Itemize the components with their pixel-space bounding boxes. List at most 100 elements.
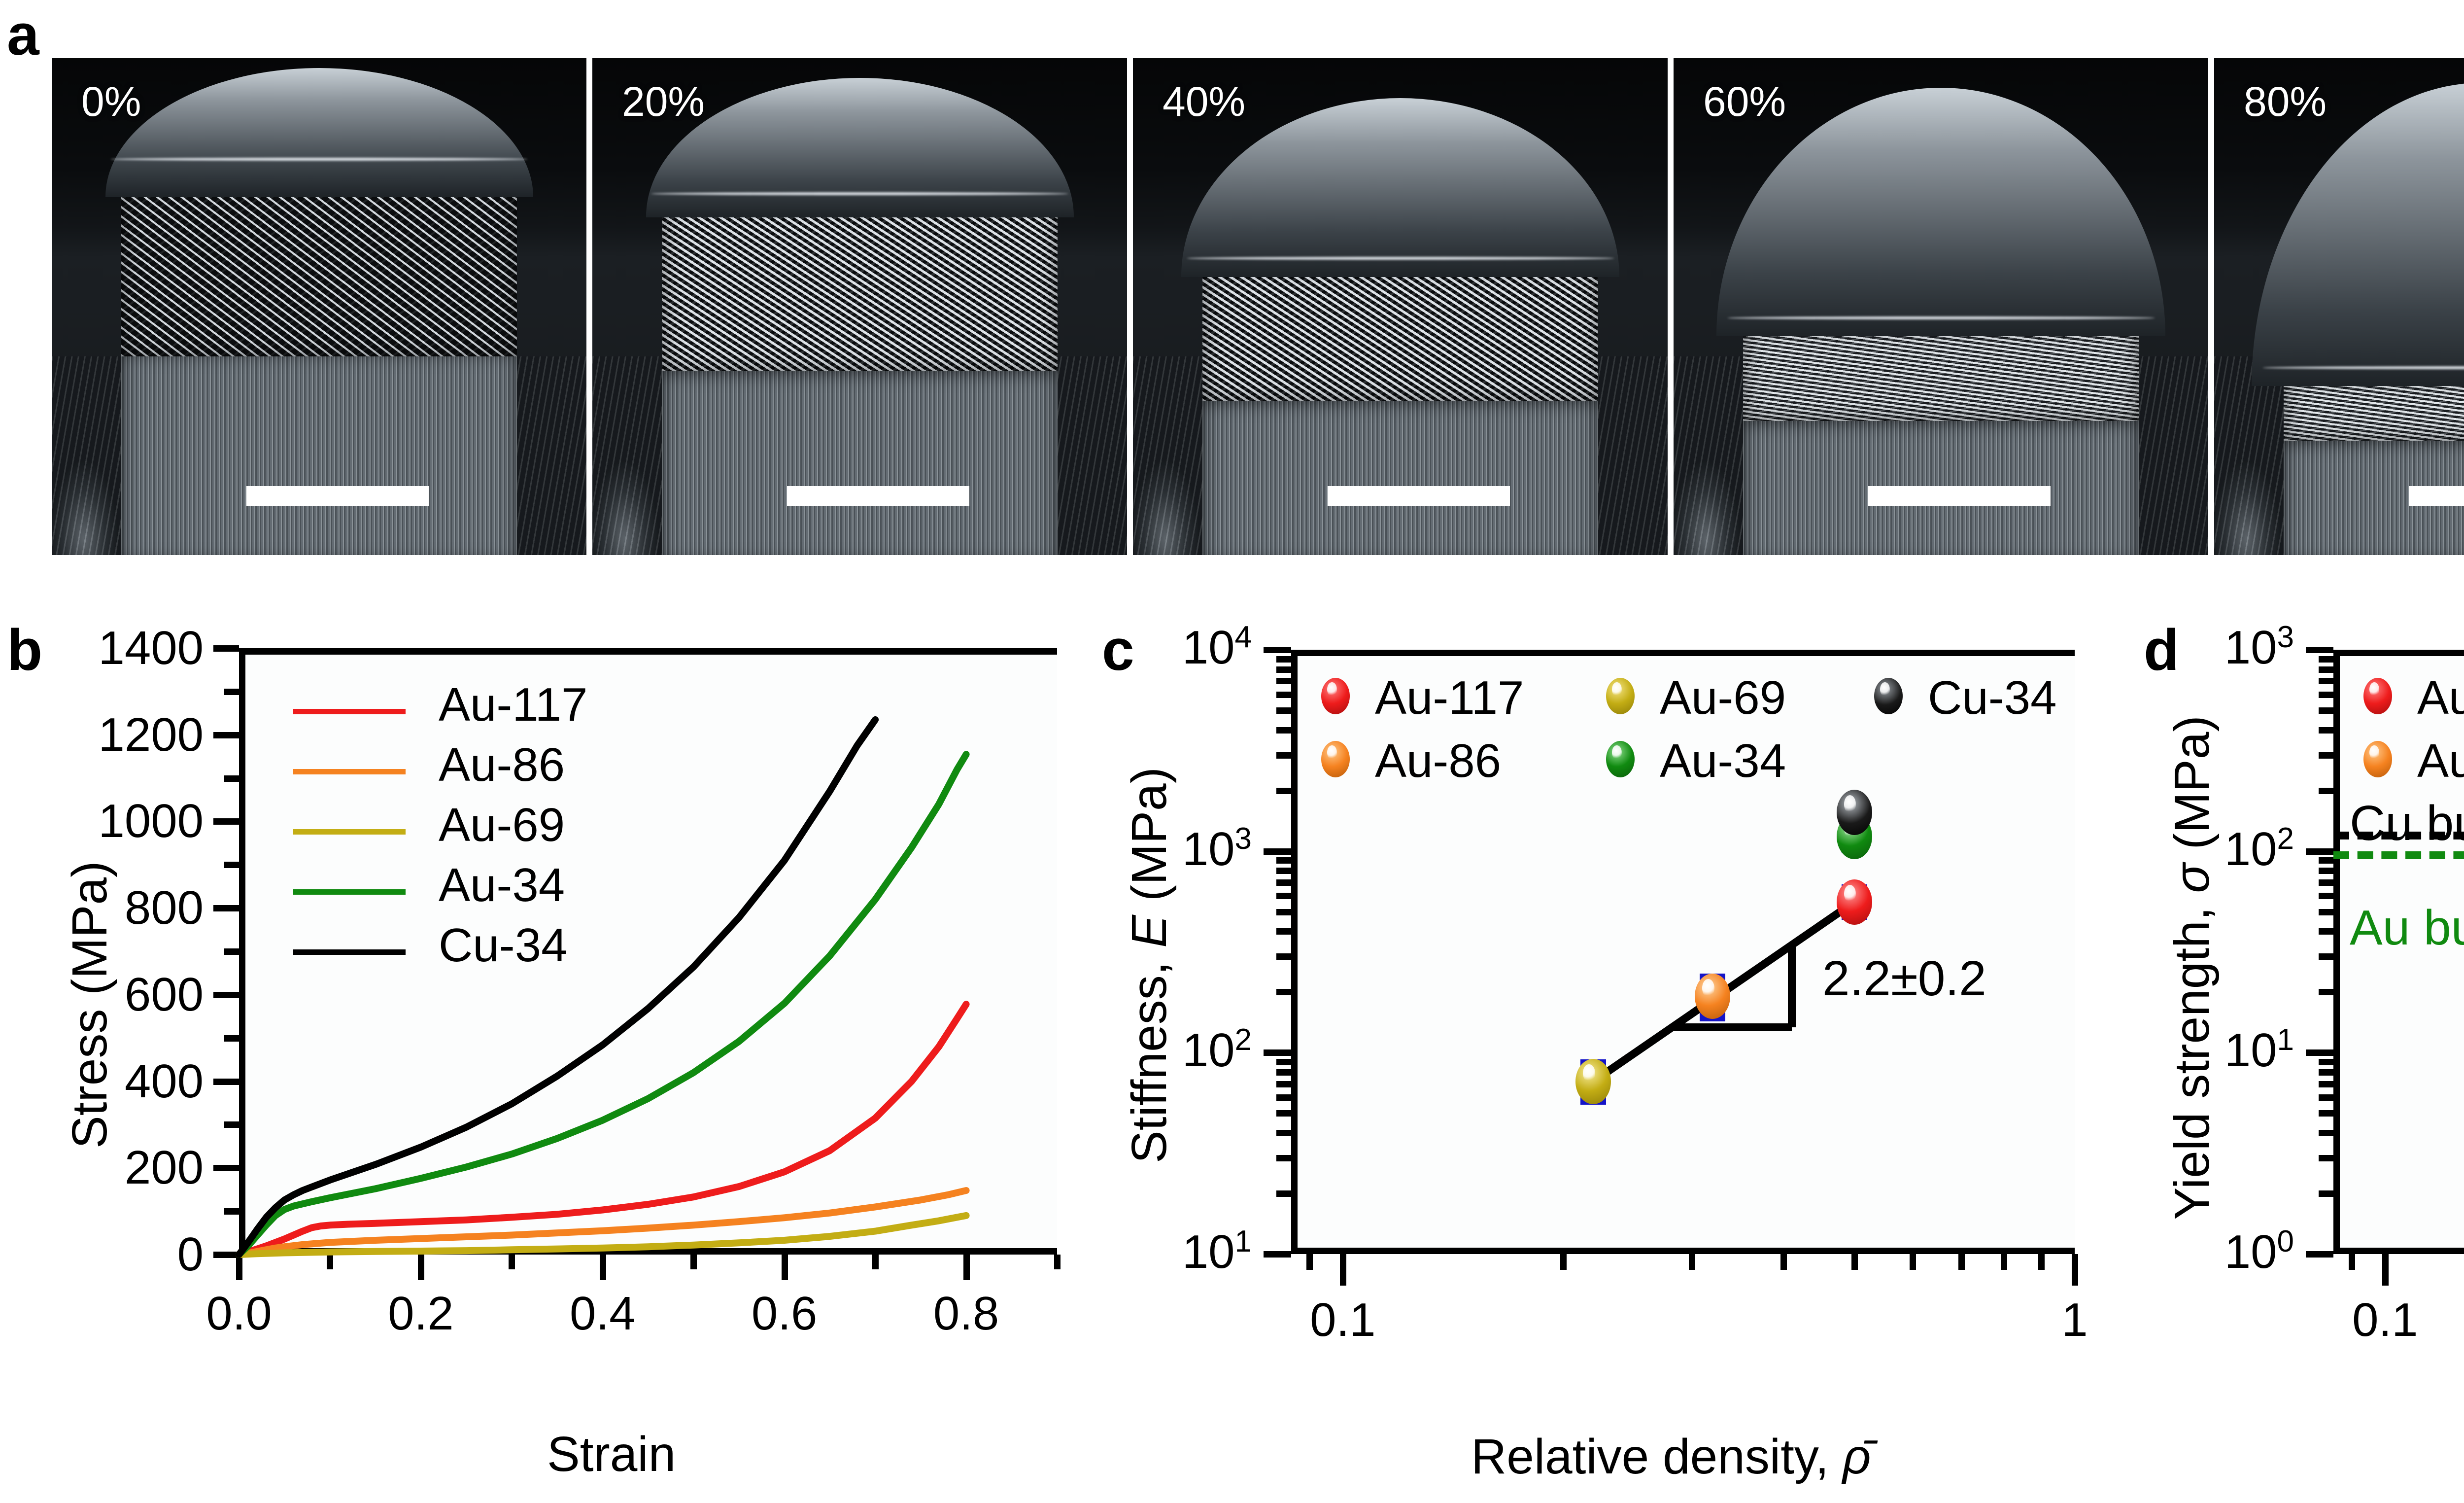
panel-c-y-minor-tick (1276, 868, 1291, 874)
panel-c-y-tick-label: 101 (1182, 1224, 1252, 1278)
panel-d-y-major-tick (2306, 848, 2333, 855)
marker-highlight (1844, 795, 1856, 813)
panel-d-top-axis (2333, 650, 2464, 656)
panel-letter-a: a (7, 2, 39, 68)
panel-c-x-tick-label: 0.1 (1310, 1293, 1376, 1346)
panel-d-y-minor-tick (2319, 857, 2333, 864)
panel-b-y-major-tick (213, 1078, 239, 1085)
panel-b-top-axis (239, 648, 1057, 655)
curve-au-117 (236, 1001, 970, 1258)
panel-c-x-minor-tick (2038, 1254, 2045, 1270)
panel-d-y-axis-title: Yield strength, σ (MPa) (2164, 715, 2220, 1220)
legend-marker-cu34 (1874, 678, 1903, 714)
panel-b-y-tick-label: 600 (124, 968, 204, 1021)
panel-c-y-minor-tick (1276, 678, 1291, 685)
sem-pillar-base (1743, 416, 2139, 555)
data-point-au-117 (1836, 879, 1872, 925)
panel-b-y-major-tick (213, 991, 239, 998)
panel-c-y-minor-tick (1276, 893, 1291, 900)
panel-c-y-minor-tick (1276, 989, 1291, 996)
panel-b-y-tick-label: 200 (124, 1141, 204, 1194)
sem-cap-highlight (110, 157, 528, 161)
scale-bar (787, 486, 969, 506)
panel-b-x-axis-title: Strain (547, 1427, 676, 1482)
sem-pillar-base (121, 346, 517, 555)
panel-b-y-major-tick (213, 645, 239, 652)
panel-d-y-minor-tick (2319, 727, 2333, 734)
legend-label-cu34: Cu-34 (439, 919, 568, 972)
panel-b-y-minor-tick (224, 1035, 239, 1042)
panel-d-y-minor-tick (2319, 953, 2333, 960)
panel-c-slope-triangle-rise (1787, 944, 1796, 1028)
panel-c-data-layer: 2.2±0.2 (1291, 650, 2075, 1254)
panel-c-y-minor-tick (1276, 1110, 1291, 1117)
panel-c-x-minor-tick (1780, 1254, 1787, 1270)
panel-d-plot-area (2333, 650, 2464, 1254)
panel-c-y-major-tick (1264, 1049, 1291, 1056)
panel-c-y-minor-tick (1276, 752, 1291, 759)
panel-b-y-minor-tick (224, 862, 239, 869)
sem-cap-highlight (1727, 316, 2155, 320)
panel-c-y-minor-tick (1276, 1129, 1291, 1136)
sem-cap-highlight (651, 192, 1068, 196)
panel-b-y-tick-label: 1000 (98, 795, 204, 848)
panel-b-y-tick-label: 1400 (98, 622, 204, 674)
panel-d-y-minor-tick (2319, 879, 2333, 886)
panel-d-y-minor-tick (2319, 909, 2333, 915)
panel-d-y-minor-tick (2319, 752, 2333, 759)
panel-d-y-minor-tick (2319, 787, 2333, 794)
sem-foam-body (2284, 376, 2464, 441)
scale-bar (2409, 486, 2464, 506)
sem-cap-highlight (2262, 366, 2464, 369)
panel-b-y-minor-tick (224, 688, 239, 695)
sem-foam-body (662, 202, 1058, 372)
panel-b-y-tick-label: 0 (177, 1228, 204, 1281)
panel-letter-d: d (2144, 618, 2180, 683)
panel-d-y-tick-label: 101 (2224, 1023, 2294, 1077)
sem-foam-body (1743, 326, 2139, 421)
scale-bar (246, 486, 429, 506)
panel-b-y-major-tick (213, 732, 239, 738)
curve-au-86 (236, 1187, 970, 1258)
panel-b-curves (236, 716, 970, 1258)
panel-c-x-major-tick (1339, 1254, 1346, 1286)
panel-d-y-tick-label: 100 (2224, 1224, 2294, 1278)
panel-c-x-minor-tick (1851, 1254, 1858, 1270)
sem-image-row: 0% 20% 40% 60% (52, 58, 2464, 555)
panel-b-y-minor-tick (224, 1121, 239, 1128)
sem-frame-label: 0% (81, 78, 141, 125)
panel-c-y-minor-tick (1276, 909, 1291, 915)
sem-cap-highlight (1186, 257, 1614, 260)
sem-pillar-base (1202, 396, 1598, 555)
panel-b-y-tick-label: 800 (124, 881, 204, 935)
legend-marker-au86 (1321, 741, 1350, 777)
panel-c-y-major-tick (1264, 1251, 1291, 1258)
panel-c-y-minor-tick (1276, 1059, 1291, 1066)
panel-b-x-major-tick (781, 1255, 788, 1280)
panel-b-y-major-tick (213, 1165, 239, 1172)
panel-c-x-major-tick (2072, 1254, 2078, 1286)
sem-frame-60: 60% (1674, 58, 2208, 555)
panel-b-x-major-tick (236, 1255, 242, 1280)
marker-highlight (1327, 745, 1337, 760)
panel-c-plot-area (1291, 650, 2075, 1254)
panel-d-y-tick-label: 103 (2224, 620, 2294, 674)
panel-d-y-minor-tick (2319, 928, 2333, 935)
marker-highlight (1612, 745, 1622, 760)
legend-marker-au86 (2363, 741, 2392, 777)
marker-highlight (1583, 1064, 1595, 1083)
panel-b-x-minor-tick (509, 1255, 515, 1269)
panel-letter-c: c (1102, 618, 1134, 683)
panel-c-x-tick-label: 1 (2061, 1293, 2088, 1346)
sem-frame-0: 0% (52, 58, 586, 555)
marker-highlight (2369, 745, 2379, 760)
panel-c-y-minor-tick (1276, 1190, 1291, 1197)
data-point-cu-34 (1836, 789, 1872, 835)
panel-b-x-major-tick (417, 1255, 424, 1280)
legend-label-au69: Au-69 (1660, 671, 1786, 724)
legend-label-au86: Au-86 (2417, 734, 2464, 787)
panel-b-x-major-tick (599, 1255, 606, 1280)
panel-d-y-minor-tick (2319, 893, 2333, 900)
sem-frame-40: 40% (1133, 58, 1668, 555)
sem-frame-label: 80% (2244, 78, 2327, 125)
